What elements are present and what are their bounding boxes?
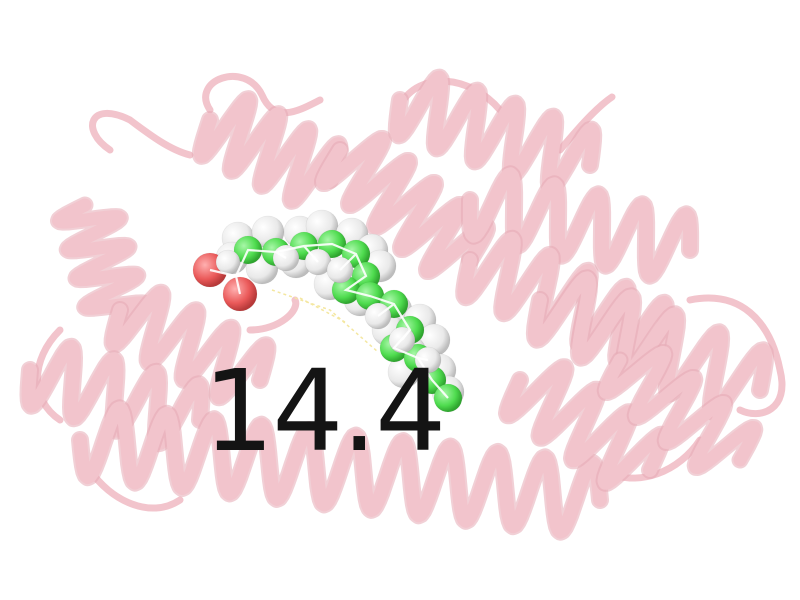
protein-ribbon-cartoon bbox=[19, 68, 786, 541]
hydrogen-bond-dashes bbox=[271, 289, 379, 353]
ligand-spacefill-model bbox=[192, 209, 465, 413]
value-label: 14.4 bbox=[203, 347, 446, 477]
